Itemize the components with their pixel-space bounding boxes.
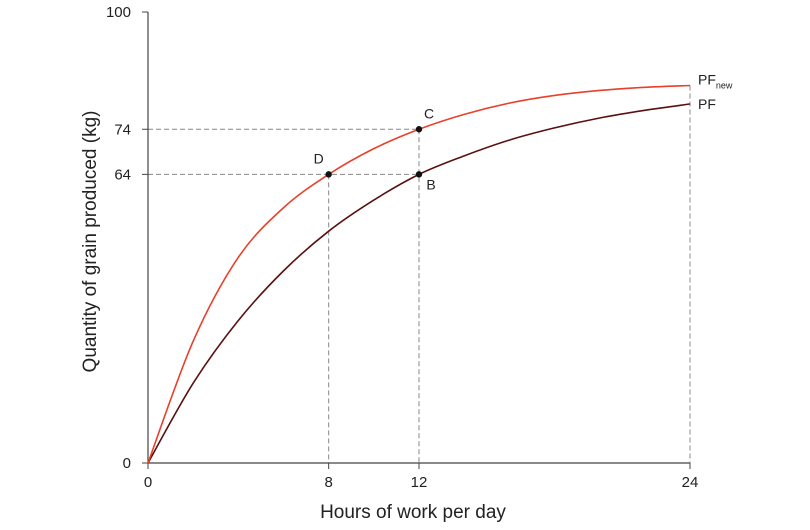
curves (147, 84, 691, 464)
y-tick-label: 64 (114, 166, 131, 183)
curve-labels: PF PFnew (698, 72, 733, 112)
x-tick-label: 12 (411, 474, 428, 491)
curve-label-pf-new: PFnew (698, 72, 733, 91)
point-label-d: D (314, 150, 324, 166)
y-tick-label: 100 (106, 4, 131, 21)
y-tick-label: 0 (123, 455, 131, 472)
x-tick-label: 8 (324, 474, 332, 491)
points: B C D (314, 105, 436, 192)
guide-lines (148, 85, 691, 463)
point-d (325, 171, 332, 178)
point-c (415, 126, 423, 133)
curve-label-pf-new-main: PF (698, 72, 716, 88)
curve-pf (147, 103, 691, 464)
point-label-b: B (426, 176, 435, 192)
curve-label-pf-new-sub: new (716, 81, 733, 91)
x-tick-label: 24 (682, 474, 699, 491)
x-tick-label: 0 (144, 474, 152, 491)
x-axis-title: Hours of work per day (320, 502, 506, 523)
curve-pf-new (147, 84, 691, 464)
point-b (415, 171, 423, 178)
point-label-c: C (424, 105, 434, 121)
tick-labels: 0 8 12 24 0 64 74 100 (106, 4, 698, 491)
y-tick-label: 74 (114, 121, 131, 138)
curve-label-pf: PF (698, 96, 716, 112)
y-axis-title: Quantity of grain produced (kg) (80, 111, 101, 373)
